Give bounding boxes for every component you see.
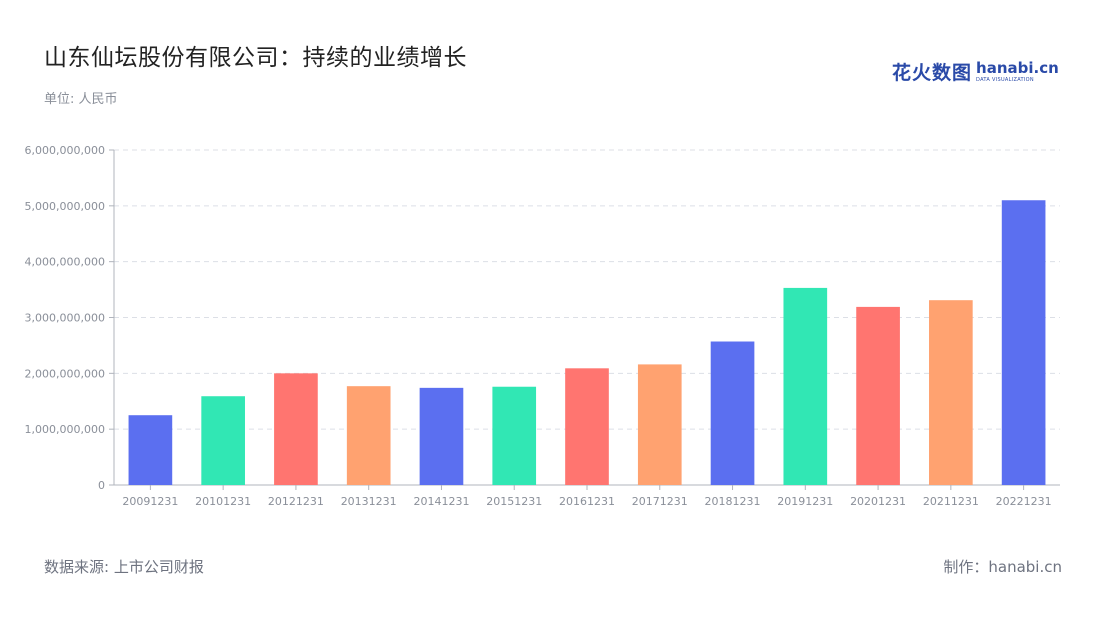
bar-20191231 xyxy=(783,287,828,485)
bar-20161231 xyxy=(565,368,609,485)
bar-20101231 xyxy=(201,396,245,485)
bar-20171231 xyxy=(637,364,682,485)
x-tick-label: 20141231 xyxy=(413,495,469,508)
x-tick-label: 20161231 xyxy=(559,495,615,508)
logo-en-sub-text: DATA VISUALIZATION xyxy=(976,76,1034,83)
y-tick-label: 6,000,000,000 xyxy=(25,144,105,157)
x-tick-label: 20091231 xyxy=(122,495,178,508)
bar-20201231 xyxy=(856,306,900,485)
x-tick-label: 20121231 xyxy=(268,495,324,508)
x-tick-label: 20181231 xyxy=(705,495,761,508)
maker-credit: 制作：hanabi.cn xyxy=(943,558,1062,576)
chart-title: 山东仙坛股份有限公司：持续的业绩增长 xyxy=(44,45,467,71)
x-tick-label: 20221231 xyxy=(996,495,1052,508)
brand-logo: 花火数图 hanabi.cn DATA VISUALIZATION xyxy=(892,58,1059,85)
x-tick-label: 20211231 xyxy=(923,495,979,508)
y-tick-label: 0 xyxy=(98,479,105,492)
bar-20221231 xyxy=(1001,200,1046,485)
y-tick-label: 3,000,000,000 xyxy=(25,312,105,325)
x-tick-label: 20201231 xyxy=(850,495,906,508)
data-source: 数据来源: 上市公司财报 xyxy=(44,558,204,576)
bar-20211231 xyxy=(929,300,973,485)
x-tick-label: 20191231 xyxy=(777,495,833,508)
x-tick-label: 20101231 xyxy=(195,495,251,508)
bar-20121231 xyxy=(274,373,318,485)
logo-en-text: hanabi.cn xyxy=(976,58,1059,77)
x-tick-label: 20131231 xyxy=(341,495,397,508)
bar-20141231 xyxy=(419,387,464,485)
bar-20131231 xyxy=(346,386,391,485)
x-tick-label: 20171231 xyxy=(632,495,688,508)
bar-20181231 xyxy=(710,341,755,485)
logo-en-block: hanabi.cn DATA VISUALIZATION xyxy=(976,58,1059,83)
bar-20091231 xyxy=(128,415,173,485)
bar-20151231 xyxy=(492,386,537,485)
y-tick-label: 1,000,000,000 xyxy=(25,423,105,436)
y-tick-label: 4,000,000,000 xyxy=(25,256,105,269)
logo-cn-text: 花火数图 xyxy=(892,62,973,84)
y-tick-label: 5,000,000,000 xyxy=(25,200,105,213)
y-tick-label: 2,000,000,000 xyxy=(25,367,105,380)
unit-label: 单位: 人民币 xyxy=(44,92,118,107)
x-tick-label: 20151231 xyxy=(486,495,542,508)
